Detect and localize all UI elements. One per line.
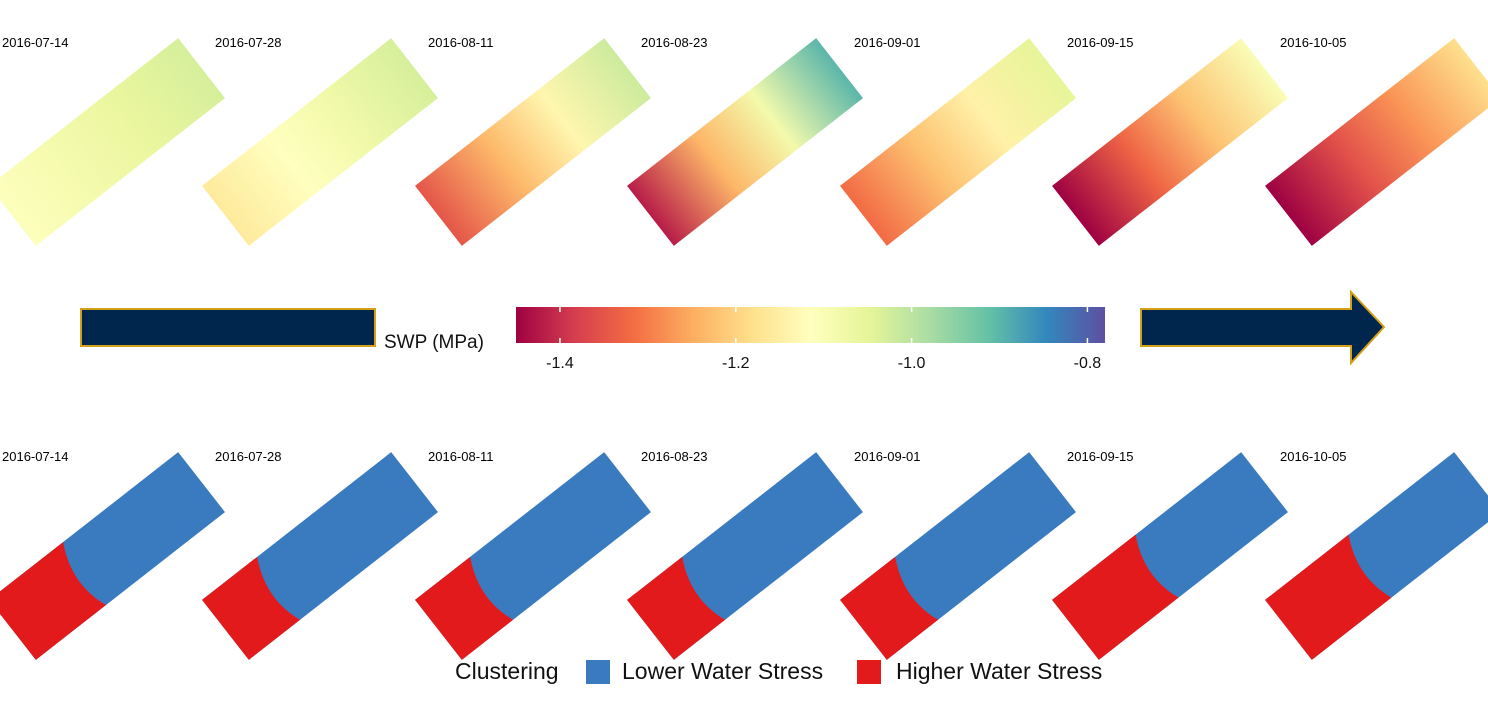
cluster-region-higher: [1052, 534, 1179, 660]
cluster-map-date: 2016-08-11: [428, 449, 494, 464]
cluster-map: [415, 452, 651, 660]
swp-field: [415, 38, 651, 246]
swp-map-date: 2016-08-11: [428, 35, 494, 50]
swp-field: [1052, 38, 1288, 246]
legend-label-higher: Higher Water Stress: [896, 658, 1102, 684]
colorbar-bar: [516, 307, 1105, 343]
legend-title: Clustering: [455, 658, 559, 684]
cluster-map: [1052, 452, 1288, 660]
time-arrow-tail: [80, 308, 376, 347]
swp-map-date: 2016-07-28: [215, 35, 282, 50]
cluster-map-date: 2016-09-01: [854, 449, 921, 464]
legend-swatch-lower: [586, 660, 610, 684]
swp-map: [840, 38, 1076, 246]
cluster-region-higher: [0, 542, 106, 660]
swp-map-date: 2016-09-15: [1067, 35, 1134, 50]
swp-map: [1052, 38, 1288, 246]
colorbar: SWP (MPa) -1.4 -1.2 -1.0 -0.8: [384, 307, 1105, 372]
colorbar-title: SWP (MPa): [384, 332, 484, 353]
swp-map-date: 2016-08-23: [641, 35, 708, 50]
swp-map-row: 2016-07-14 2016-07-28 2016-08-11 2016-08-23…: [0, 35, 1488, 246]
swp-map: [627, 38, 863, 246]
cluster-region-higher: [202, 556, 301, 660]
cluster-map: [1265, 452, 1488, 660]
swp-map-date: 2016-09-01: [854, 35, 921, 50]
cluster-map-row: 2016-07-14 2016-07-28 2016-08-11 2016-08-23…: [0, 449, 1488, 660]
cluster-map: [0, 452, 225, 660]
swp-map-date: 2016-07-14: [2, 35, 69, 50]
colorbar-tick-label: -1.2: [722, 355, 750, 372]
colorbar-tick-label: -1.4: [546, 355, 574, 372]
swp-field: [202, 38, 438, 246]
cluster-map-date: 2016-08-23: [641, 449, 708, 464]
swp-field: [627, 38, 863, 246]
swp-field: [1265, 38, 1488, 246]
cluster-map-date: 2016-07-28: [215, 449, 282, 464]
cluster-map-date: 2016-09-15: [1067, 449, 1134, 464]
cluster-map-date: 2016-10-05: [1280, 449, 1347, 464]
colorbar-tick-label: -0.8: [1074, 355, 1102, 372]
cluster-map: [627, 452, 863, 660]
cluster-map: [202, 452, 438, 660]
swp-field: [0, 38, 225, 246]
cluster-region-higher: [1265, 534, 1392, 660]
cluster-region-higher: [840, 556, 939, 660]
swp-map: [202, 38, 438, 246]
swp-map: [415, 38, 651, 246]
cluster-region-higher: [415, 556, 514, 660]
swp-map: [1265, 38, 1488, 246]
colorbar-tick-label: -1.0: [898, 355, 926, 372]
colorbar-ticks: -1.4 -1.2 -1.0 -0.8: [546, 307, 1101, 372]
time-arrow-head: [1140, 289, 1386, 366]
swp-field: [840, 38, 1076, 246]
cluster-region-higher: [627, 556, 726, 660]
cluster-legend: Clustering Lower Water Stress Higher Wat…: [455, 658, 1102, 684]
cluster-map: [840, 452, 1076, 660]
legend-swatch-higher: [857, 660, 881, 684]
swp-map-date: 2016-10-05: [1280, 35, 1347, 50]
legend-label-lower: Lower Water Stress: [622, 658, 823, 684]
cluster-map-date: 2016-07-14: [2, 449, 69, 464]
time-arrow: [80, 289, 1386, 366]
swp-map: [0, 38, 225, 246]
